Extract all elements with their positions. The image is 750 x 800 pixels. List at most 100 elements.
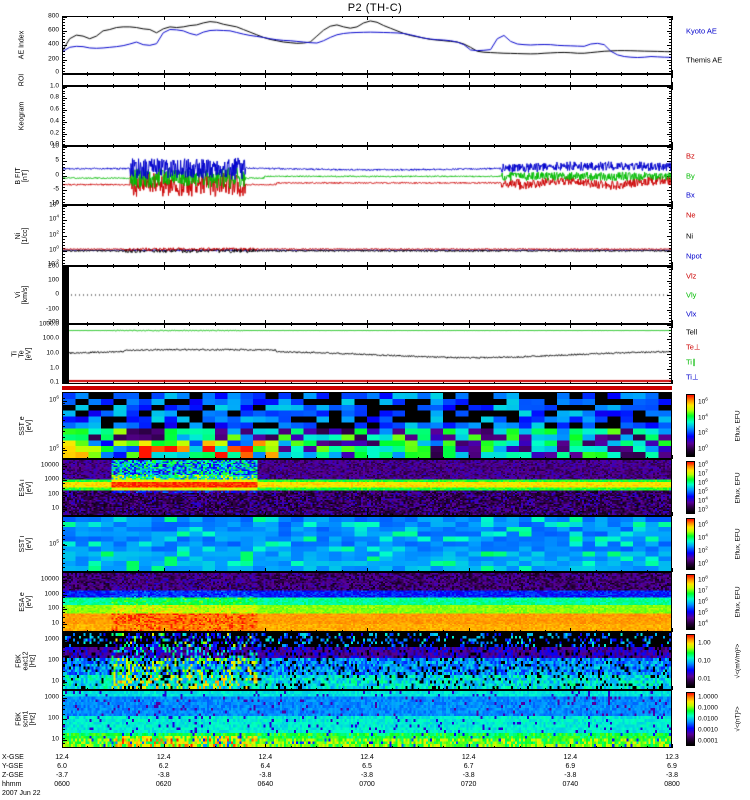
ytick-label: 0 [55,68,59,76]
xaxis-tick-x-gse-2: 12.4 [258,754,273,761]
spectrogram-canvas-fbk-scm1 [63,691,671,747]
panel-ylabel-esa-i: ESA i [eV] [19,478,33,497]
colorbar-tick-label: 105 [698,486,708,496]
ytick-label: 1000 [44,476,59,484]
colorbar-gradient [687,693,694,745]
xaxis-tick-z-gse-0: -3.7 [55,772,69,779]
xaxis-tick-x-gse-6: 12.3 [665,754,679,761]
colorbar-tick-label: 104 [698,531,708,541]
ytick-label: 102 [49,229,59,239]
spectrogram-canvas-sst-i [63,517,671,571]
legend-bfit-0: Bz [686,151,695,161]
ytick-label: 5 [55,156,59,164]
xaxis-tick-hhmm-1: 0620 [155,781,172,788]
colorbar-esa-e [686,574,695,630]
xaxis-tick-hhmm-5: 0740 [562,781,579,788]
colorbar-tick-label: 104 [698,618,708,628]
legend-ti-2: Ti∥ [686,357,696,366]
colorbar-gradient [687,519,694,569]
colorbar-title-esa-e: Eflux, EFU [734,586,742,618]
xaxis-tick-z-gse-1: -3.8 [157,772,170,779]
colorbar-sst-i [686,518,695,570]
ytick-label: 10 [51,678,59,686]
ytick-label: 800 [48,12,59,20]
xaxis-tick-y-gse-2: 6.4 [260,763,271,770]
colorbar-tick-label: 106 [698,596,708,606]
colorbar-tick-label: 100 [698,557,708,567]
colorbar-tick-label: 1.00 [698,639,711,647]
ytick-label: 106 [49,394,59,404]
colorbar-tick-label: 106 [698,396,708,406]
ytick-label: 10 [51,142,59,150]
xaxis-tick-x-gse-1: 12.4 [156,754,171,761]
colorbar-esa-i [686,461,695,514]
panel-ylabel-ae: AE Index [18,30,26,60]
xaxis-row-label-z-gse: Z-GSE [2,772,24,779]
legend-ti-3: Ti⊥ [686,372,699,381]
xaxis-tick-z-gse-2: -3.8 [259,772,272,779]
data-gap-strip [63,325,69,383]
xaxis-tick-y-gse-0: 6.0 [57,763,67,770]
colorbar-tick-label: 106 [698,477,708,487]
xaxis-row-label-y-gse: Y-GSE [2,763,24,770]
panel-ylabel-roi: ROI [18,73,26,87]
ytick-label: 105 [49,443,59,453]
spectrogram-esa-e [62,572,672,632]
ytick-label: 1000 [44,693,59,701]
panel-ylabel-sst-e: SST e [eV] [19,415,33,436]
legend-bfit-2: Bx [686,190,695,200]
ytick-label: 10-2 [47,258,59,268]
spectrogram-canvas-esa-i [63,460,671,515]
ytick-label: 10 [51,736,59,744]
xaxis-tick-y-gse-3: 6.5 [362,763,372,770]
ytick-label: 106 [49,199,59,209]
colorbar-fbk-eac12 [686,634,695,688]
colorbar-tick-label: 0.0100 [698,715,718,723]
ytick-label: 1.0 [49,82,59,90]
legend-ti-1: Te⊥ [686,342,701,351]
panel-ylabel-vi: Vi [km/s] [15,285,29,305]
colorbar-tick-label: 108 [698,459,708,469]
legend-ae-1: Themis AE [686,55,723,64]
ytick-label: 0.6 [49,105,59,113]
panel-keogram [62,86,672,146]
ytick-label: 10000 [40,462,59,469]
colorbar-tick-label: 102 [698,427,708,437]
vi-trace-canvas [63,267,671,323]
ytick-label: 200 [48,55,59,63]
ytick-label: 1000 [44,590,59,598]
xaxis-tick-hhmm-4: 0720 [460,781,477,788]
colorbar-tick-label: 107 [698,468,708,478]
xaxis-tick-x-gse-3: 12.4 [360,754,374,761]
ytick-label: 0.2 [49,129,59,137]
colorbar-title-sst-i: Eflux, EFU [734,528,742,560]
colorbar-tick-label: 0.0001 [698,737,718,745]
ytick-label: 104 [49,213,59,223]
colorbar-title-esa-i: Eflux, EFU [734,471,742,504]
colorbar-fbk-scm1 [686,692,695,746]
mode-bar-red [62,386,672,390]
panel-ylabel-ti: Ti Te [eV] [11,347,33,361]
panel-ylabel-bfit: B FIT [nT] [15,166,29,185]
xaxis-date-label: 2007 Jun 22 [2,790,41,797]
ytick-label: 200 [48,262,59,270]
xaxis-tick-y-gse-5: 6.9 [565,763,576,770]
colorbar-title-fbk-eac12: √<(mV/m)²> [734,643,742,679]
xaxis-tick-z-gse-4: -3.8 [462,772,475,779]
bfit-trace-canvas [63,147,671,204]
xaxis-tick-hhmm-6: 0800 [664,781,680,788]
ytick-label: 0.4 [49,117,59,125]
ni-trace-canvas [63,206,671,265]
colorbar-tick-label: 100 [698,443,708,453]
ytick-label: 600 [48,26,59,34]
panel-ylabel-ni: Ni [1/cc] [15,227,29,244]
legend-vi-0: Vlz [686,271,697,281]
ytick-label: -10 [49,199,59,207]
xaxis-tick-hhmm-2: 0640 [257,781,274,788]
colorbar-gradient [687,462,694,513]
ytick-label: 105 [49,538,59,548]
ytick-label: 10 [51,504,59,512]
legend-vi-1: Vly [686,290,697,300]
colorbar-tick-label: 107 [698,585,708,595]
